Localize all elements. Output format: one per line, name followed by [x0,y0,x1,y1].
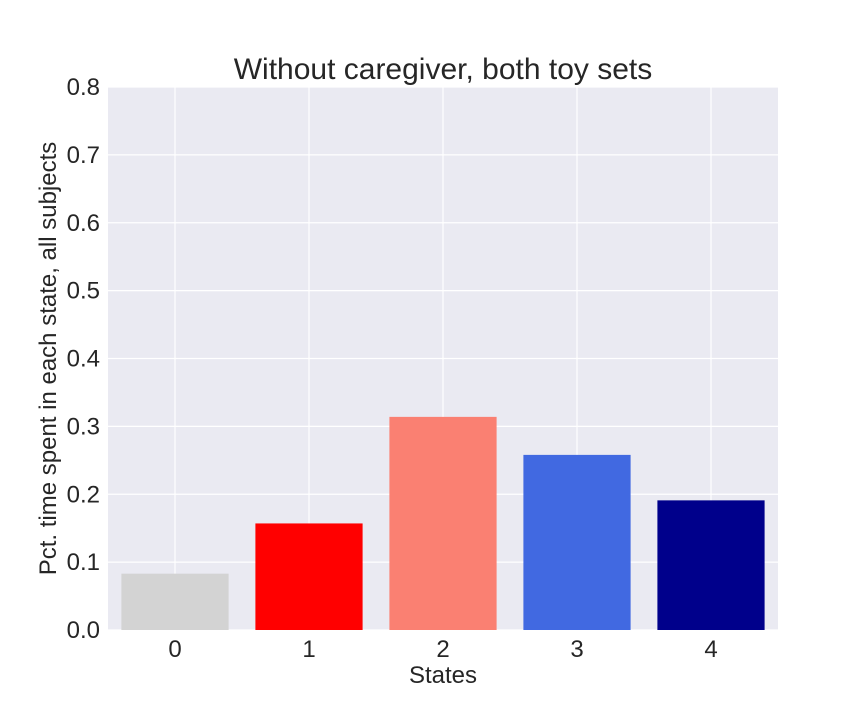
bar-state-4 [657,500,765,630]
y-tick-label: 0.1 [67,549,100,576]
bar-state-3 [523,454,631,630]
bars [121,416,765,630]
y-tick-label: 0.6 [67,210,100,237]
y-tick-label: 0.3 [67,413,100,440]
x-axis-label: States [409,662,477,689]
x-tick-label: 3 [570,636,583,663]
y-tick-label: 0.0 [67,617,100,644]
x-tick-label: 0 [168,636,181,663]
x-tick-labels: 0 1 2 3 4 [168,636,717,663]
y-tick-label: 0.2 [67,481,100,508]
y-tick-label: 0.8 [67,74,100,101]
y-tick-labels: 0.0 0.1 0.2 0.3 0.4 0.5 0.6 0.7 0.8 [67,74,100,644]
chart-title: Without caregiver, both toy sets [234,53,653,86]
bar-state-1 [255,523,363,630]
x-tick-label: 1 [302,636,315,663]
bar-state-0 [121,573,229,630]
bar-state-2 [389,416,497,630]
x-tick-label: 4 [704,636,717,663]
y-tick-label: 0.4 [67,346,100,373]
x-tick-label: 2 [436,636,449,663]
y-axis-label: Pct. time spent in each state, all subje… [35,142,62,576]
y-tick-label: 0.5 [67,278,100,305]
y-tick-label: 0.7 [67,142,100,169]
